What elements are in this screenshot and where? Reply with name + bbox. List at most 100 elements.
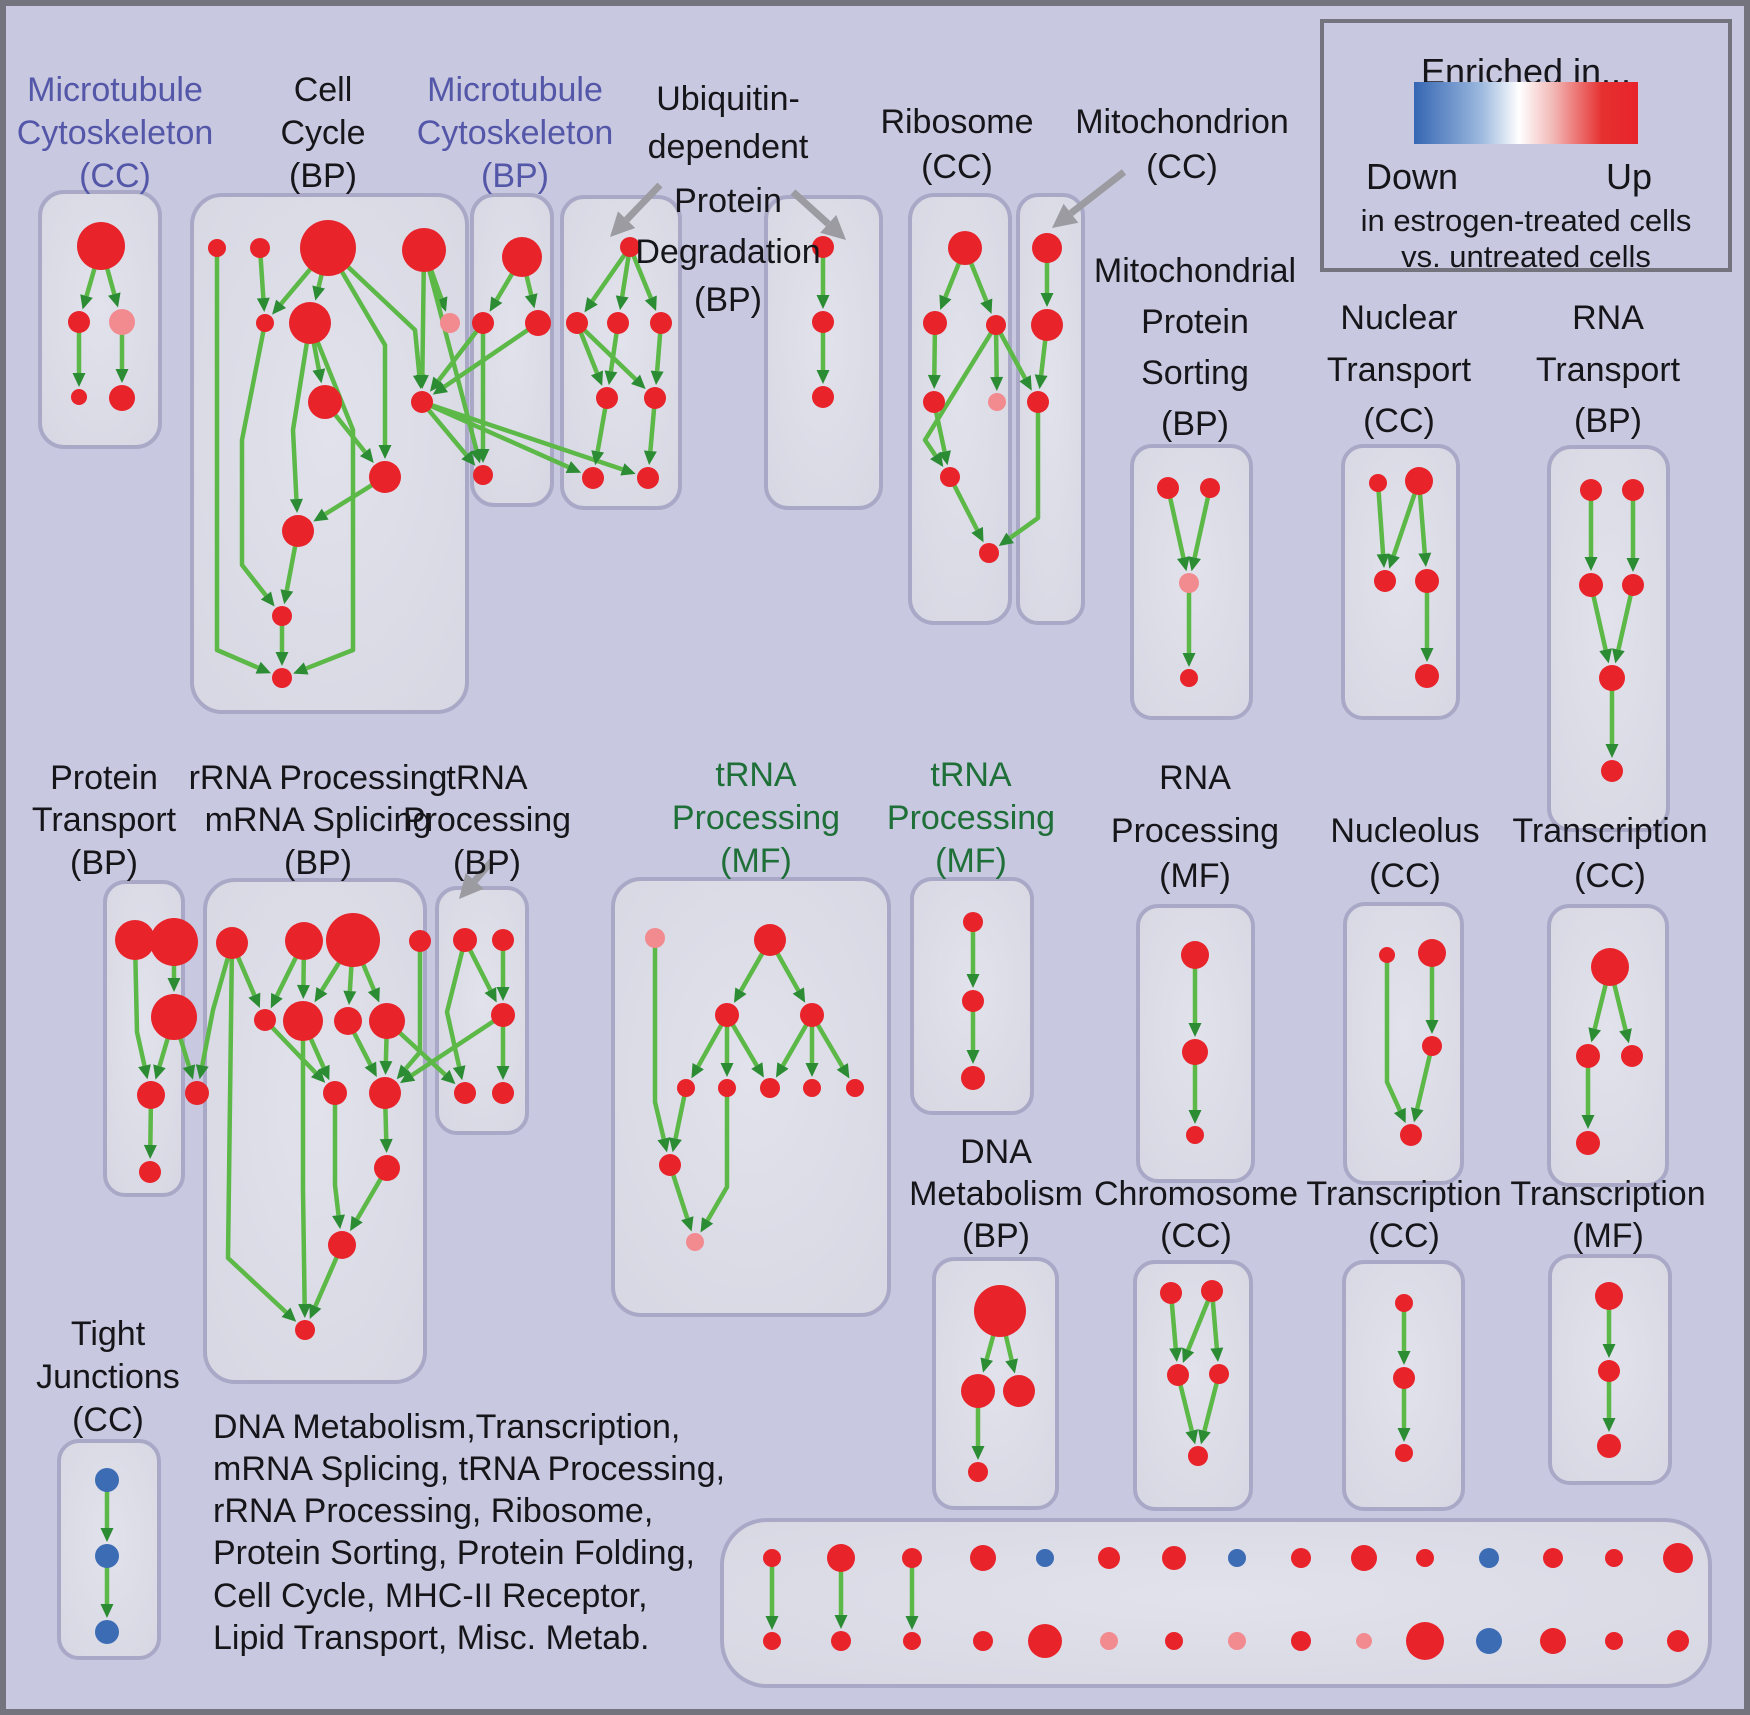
edge-pt1-pt4: [132, 939, 147, 1067]
edge-mb3-cc9: [443, 321, 540, 389]
go-term-node-tc2: [1576, 1044, 1600, 1068]
edge-rr8-rr10-head-icon: [379, 1060, 393, 1076]
go-term-node-bt4: [1036, 1549, 1054, 1567]
go-term-node-tm7: [760, 1078, 780, 1098]
edge-rt1-rt3-head-icon: [1584, 557, 1598, 571]
edge-mc3-mc5-head-icon: [115, 369, 129, 383]
label-rna-transport: Transport: [1536, 351, 1681, 389]
go-term-node-mc5: [109, 385, 135, 411]
label-pointer-arrow-1-head-icon: [820, 214, 846, 240]
go-term-node-pt2: [150, 918, 198, 966]
label-transcription-cc-1: (CC): [1574, 857, 1646, 895]
go-term-node-ch1: [812, 236, 834, 258]
go-term-node-pt5: [185, 1081, 209, 1105]
go-term-node-mc3: [109, 309, 135, 335]
go-term-node-bt7: [1228, 1549, 1246, 1567]
go-term-node-bb11: [1476, 1628, 1502, 1654]
label-trna-processing-mf-1: tRNA: [715, 756, 797, 794]
go-term-node-rr13: [295, 1320, 315, 1340]
edge-mb2-mb4-head-icon: [476, 449, 490, 463]
label-ubiquitin-degradation: Ubiquitin-: [656, 80, 800, 118]
label-misc-categories: rRNA Processing, Ribosome,: [213, 1492, 653, 1530]
label-tight-junctions: Junctions: [36, 1358, 180, 1396]
edge-mb1-mb3-head-icon: [524, 293, 538, 309]
edge-dm1-dm2-head-icon: [980, 1357, 994, 1373]
go-term-node-bb7: [1228, 1632, 1246, 1650]
label-transcription-mf: (MF): [1572, 1217, 1644, 1255]
go-term-node-pt4: [137, 1081, 165, 1109]
go-term-node-rr7: [334, 1007, 362, 1035]
go-term-node-nu4: [1400, 1124, 1422, 1146]
label-cell-cycle: (BP): [289, 157, 357, 195]
legend-gradient-bar: [1414, 82, 1638, 144]
edge-mt1-mt2-head-icon: [1040, 293, 1054, 307]
label-rna-transport: RNA: [1572, 299, 1644, 337]
go-term-node-rt1: [1580, 479, 1602, 501]
edge-mt3-rb7-head-icon: [998, 532, 1014, 547]
edge-tm5-tm10-head-icon: [669, 1137, 682, 1153]
go-term-node-bt0: [763, 1549, 781, 1567]
edge-tb3-tb5-head-icon: [496, 1066, 510, 1080]
edge-ub1-ub4-head-icon: [644, 295, 657, 311]
edge-ms3-ms4-head-icon: [1182, 653, 1196, 667]
go-term-node-mb2: [472, 312, 494, 334]
edge-bt0-bb0-head-icon: [765, 1616, 779, 1630]
edge-nu1-nu4: [1384, 955, 1402, 1112]
go-term-node-cc5: [256, 314, 274, 332]
go-term-node-mt2: [1031, 309, 1063, 341]
edge-tm4-tm8-head-icon: [805, 1063, 819, 1077]
go-term-node-bt1: [827, 1544, 855, 1572]
go-term-node-rb2: [923, 311, 947, 335]
edge-rr9-rr12-head-icon: [332, 1214, 345, 1230]
go-term-node-tj1: [95, 1468, 119, 1492]
label-rrna-processing-mrna-splicing: (BP): [284, 844, 352, 882]
label-misc-categories: Cell Cycle, MHC-II Receptor,: [213, 1577, 648, 1615]
label-ubiquitin-degradation: dependent: [648, 128, 809, 166]
label-ubiquitin-degradation: (BP): [694, 281, 762, 319]
go-term-node-pt6: [139, 1161, 161, 1183]
go-term-node-tm3: [715, 1003, 739, 1027]
edge-nu3-nu4-head-icon: [1410, 1107, 1424, 1123]
go-term-node-mb1: [502, 237, 542, 277]
edge-mc1-mc2-head-icon: [80, 294, 93, 310]
label-pointer-arrow-0-head-icon: [610, 211, 636, 237]
go-term-node-bt13: [1605, 1549, 1623, 1567]
go-term-node-tm11: [686, 1233, 704, 1251]
label-dna-metabolism: (BP): [962, 1217, 1030, 1255]
edge-ub1-ub2-head-icon: [584, 297, 598, 313]
go-term-node-rr4: [409, 930, 431, 952]
go-term-node-nt3: [1374, 570, 1396, 592]
edge-ms2-ms3-head-icon: [1188, 556, 1201, 572]
edge-rr5-rr9-head-icon: [310, 1068, 326, 1083]
edge-cr2-cr4-head-icon: [1210, 1347, 1224, 1363]
edge-tc1-tc3-head-icon: [1619, 1028, 1632, 1044]
label-rrna-processing-mrna-splicing: rRNA Processing: [189, 759, 448, 797]
go-term-node-nt2: [1405, 467, 1433, 495]
go-term-node-mt3: [1027, 391, 1049, 413]
label-nuclear-transport: Nuclear: [1340, 299, 1457, 337]
label-tight-junctions: Tight: [71, 1315, 146, 1353]
edge-nt1-nt3: [1375, 482, 1386, 555]
chr-box: [1133, 1260, 1253, 1511]
edge-nt1-nt3-head-icon: [1376, 553, 1390, 569]
edge-tm3-tm5-head-icon: [691, 1063, 704, 1079]
go-term-node-bt14: [1663, 1543, 1693, 1573]
edge-rr1-pt5-head-icon: [195, 1064, 209, 1080]
go-term-node-ub2: [566, 312, 588, 334]
edge-dm2-dm4-head-icon: [971, 1446, 985, 1460]
go-term-node-cc4: [402, 228, 446, 272]
go-term-node-nu2: [1418, 939, 1446, 967]
label-nuclear-transport: (CC): [1363, 402, 1435, 440]
go-term-node-rt2: [1622, 479, 1644, 501]
edge-cc9-mb4: [420, 400, 469, 457]
edge-pt4-pt6-head-icon: [143, 1144, 157, 1160]
tcc-box: [1547, 904, 1669, 1187]
edge-cc3-cc10-head-icon: [378, 445, 392, 459]
edge-rb1-rb3-head-icon: [980, 298, 993, 314]
edge-rp1-rp2-head-icon: [1188, 1023, 1202, 1037]
go-term-node-bt8: [1291, 1548, 1311, 1568]
edge-ch1-ch2-head-icon: [816, 295, 830, 309]
label-dna-metabolism: DNA: [960, 1133, 1032, 1171]
go-term-node-cc2: [250, 238, 270, 258]
nuct-box: [1341, 444, 1460, 720]
